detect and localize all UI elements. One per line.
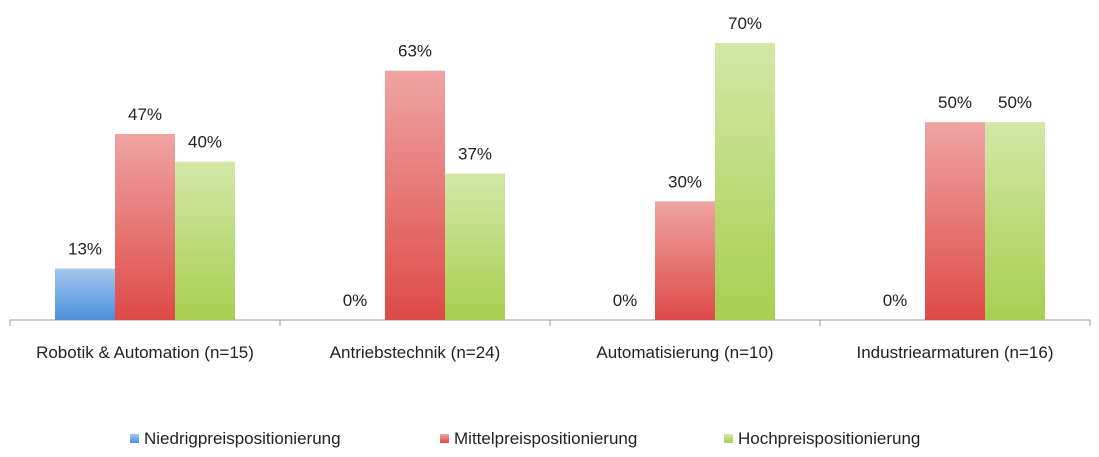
x-tick-label: Automatisierung (n=10) [596,343,774,362]
legend-swatch [130,434,139,443]
data-label: 63% [398,42,432,61]
data-label: 50% [938,93,972,112]
bar [385,70,445,320]
data-label: 0% [343,291,368,310]
x-tick-label: Antriebstechnik (n=24) [329,343,501,362]
legend-swatch [724,434,733,443]
data-label: 37% [458,145,492,164]
data-label: 50% [998,93,1032,112]
x-tick-label: Industriearmaturen (n=16) [856,343,1054,362]
legend-label: Mittelpreispositionierung [454,429,637,448]
bar [985,122,1045,321]
bar [115,134,175,320]
data-label: 0% [613,291,638,310]
bar [715,43,775,320]
legend-swatch [440,434,449,443]
data-label: 47% [128,105,162,124]
legend-label: Hochpreispositionierung [738,429,920,448]
data-label: 70% [728,14,762,33]
data-label: 30% [668,172,702,191]
bar [55,268,115,320]
bar [925,122,985,321]
bar [655,201,715,320]
legend-label: Niedrigpreispositionierung [144,429,341,448]
data-label: 40% [188,133,222,152]
data-label: 13% [68,240,102,259]
bar [175,161,235,320]
x-tick-label: Robotik & Automation (n=15) [36,343,254,362]
bar [445,173,505,320]
data-label: 0% [883,291,908,310]
